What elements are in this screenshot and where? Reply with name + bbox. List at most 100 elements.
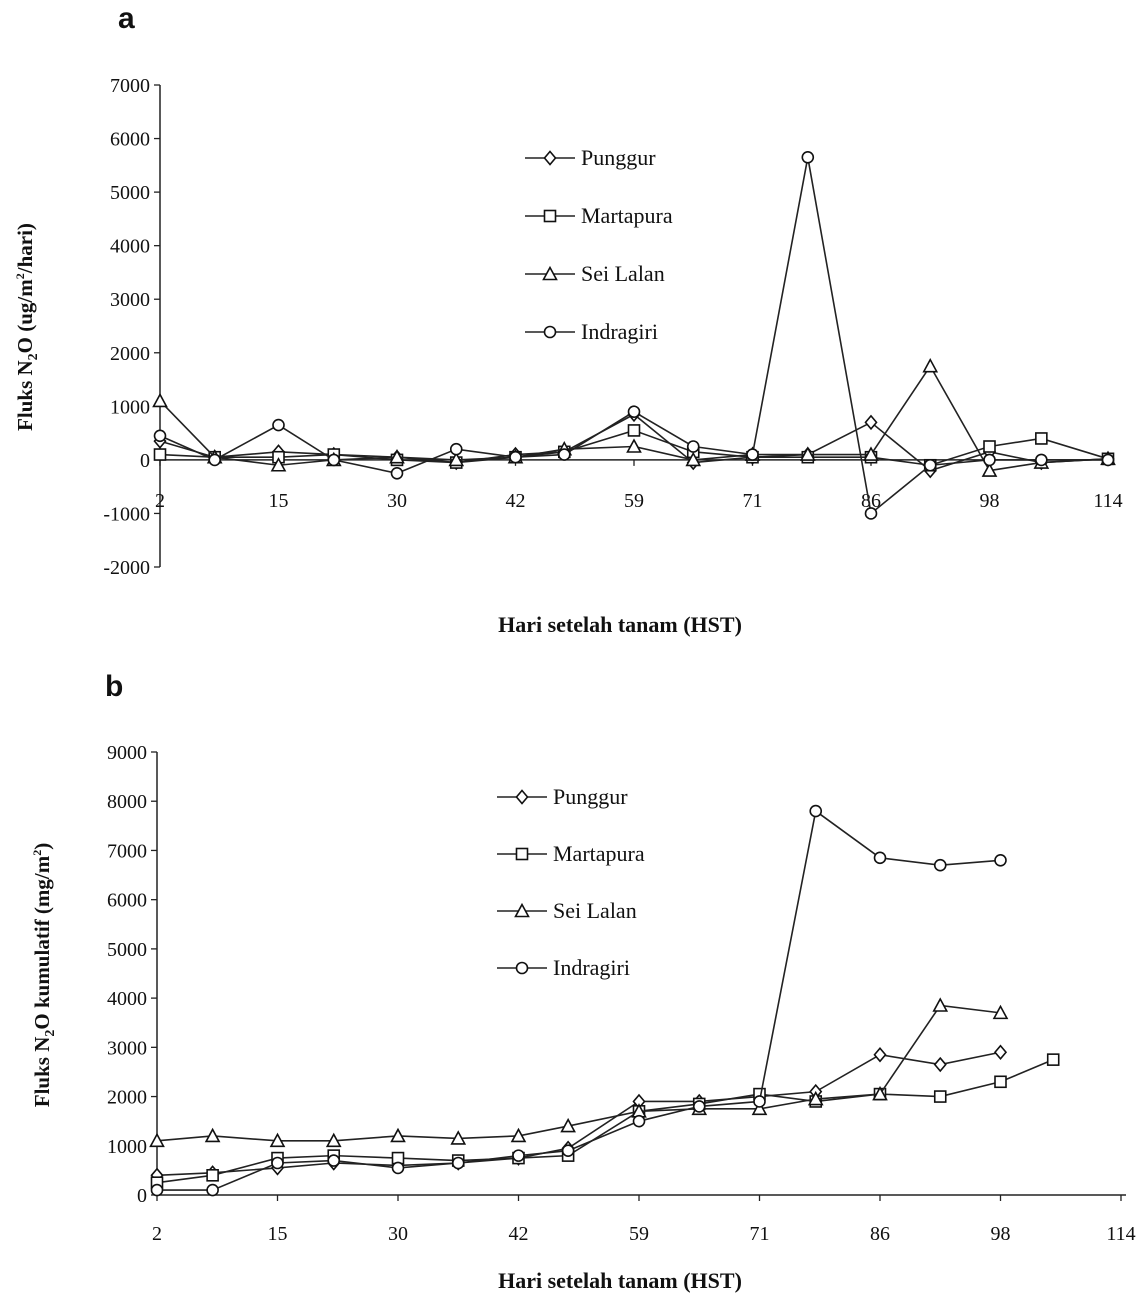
data-point (686, 440, 700, 453)
data-point (271, 1156, 284, 1170)
data-point (922, 357, 939, 373)
x-tick-label: 30 (387, 490, 407, 512)
data-point (389, 449, 405, 464)
y-tick-label: 0 (137, 1185, 147, 1207)
legend-label: Indragiri (581, 319, 658, 344)
data-point (152, 392, 168, 408)
data-point (272, 418, 285, 432)
y-tick-label: 3000 (110, 289, 150, 311)
series-line (156, 1004, 1001, 1142)
series-line (156, 1058, 1054, 1184)
data-point (753, 1095, 766, 1108)
legend-marker (542, 265, 558, 281)
data-point (1035, 453, 1048, 467)
axes: -2000 -1000 0 1000 2000 3000 4000 5000 6000 7000 2… (103, 75, 1122, 579)
data-point (994, 1075, 1007, 1089)
data-point (448, 451, 465, 467)
y-tick-label: 7000 (107, 840, 147, 862)
legend-marker (514, 902, 530, 918)
data-point (809, 804, 823, 818)
x-tick-label: 15 (268, 1223, 288, 1245)
y-tick-label: 9000 (107, 742, 147, 764)
x-tick-label: 86 (870, 1223, 890, 1245)
data-point (325, 1132, 342, 1148)
data-point (1035, 432, 1048, 445)
legend-entry: Punggur (497, 784, 628, 809)
data-point (627, 405, 641, 418)
y-tick-label: -2000 (103, 557, 150, 579)
data-point (692, 1100, 706, 1113)
data-point (746, 448, 759, 461)
legend-label: Sei Lalan (553, 898, 637, 923)
legend-label: Indragiri (553, 955, 630, 980)
y-tick-label: 4000 (107, 988, 147, 1010)
data-point (206, 1183, 219, 1197)
data-point (981, 462, 998, 477)
axes: 0 1000 2000 3000 4000 5000 6000 7000 8000 9000 2 15… (107, 742, 1136, 1245)
data-point (204, 1127, 221, 1143)
data-point (269, 1132, 286, 1148)
y-tick-label: 7000 (110, 75, 150, 97)
legend-entry: Indragiri (497, 955, 630, 980)
data-point (992, 1004, 1009, 1020)
y-tick-label: 8000 (107, 791, 147, 813)
data-point (327, 453, 341, 467)
x-tick-label: 71 (743, 490, 763, 512)
data-point (873, 851, 887, 865)
data-point (327, 1154, 341, 1167)
legend-label: Punggur (553, 784, 628, 809)
y-tick-label: 6000 (110, 129, 150, 151)
legend-marker (543, 325, 557, 339)
y-tick-label: 2000 (110, 343, 150, 365)
data-point (1101, 453, 1115, 467)
legend-entry: Sei Lalan (525, 261, 665, 286)
y-tick-label: 1000 (110, 396, 150, 418)
x-tick-label: 42 (506, 490, 526, 512)
data-point (801, 151, 815, 164)
data-point (799, 446, 816, 461)
y-axis-label-a: Fluks N2O (ug/m2/hari) (13, 223, 42, 431)
panel-label-b: b (105, 670, 124, 703)
data-point (150, 1183, 164, 1197)
data-point (807, 1090, 824, 1106)
x-tick-label: 71 (750, 1223, 770, 1245)
series-indragiri (153, 151, 1115, 520)
y-tick-label: 5000 (110, 182, 150, 204)
data-point (983, 440, 996, 453)
x-tick-label: 15 (269, 490, 289, 512)
data-point (932, 997, 949, 1012)
y-tick-label: 5000 (107, 939, 147, 961)
data-point (561, 1144, 575, 1158)
data-point (993, 1044, 1008, 1060)
data-point (751, 1100, 768, 1116)
data-point (873, 1046, 887, 1063)
legend-label: Martapura (581, 203, 673, 228)
legend-marker (543, 150, 557, 166)
legend-label: Sei Lalan (581, 261, 665, 286)
legend-marker (515, 961, 529, 975)
data-point (923, 458, 937, 472)
x-tick-label: 30 (388, 1223, 408, 1245)
data-point (557, 448, 571, 461)
data-point (933, 1090, 947, 1103)
legend-entry: Punggur (525, 145, 656, 170)
data-point (270, 457, 287, 472)
x-axis-label-a: Hari setelah tanam (HST) (498, 612, 742, 637)
data-point (864, 414, 878, 431)
legend-label: Punggur (581, 145, 656, 170)
series-martapura (150, 1053, 1060, 1189)
data-point (994, 853, 1007, 867)
chart-b: 0 1000 2000 3000 4000 5000 6000 7000 8000 9000 2 15… (107, 742, 1136, 1245)
data-point (451, 1156, 465, 1170)
y-tick-label: 0 (140, 450, 150, 472)
data-point (933, 858, 947, 872)
data-point (627, 424, 641, 437)
x-tick-label: 2 (155, 490, 165, 512)
data-point (510, 1127, 527, 1143)
data-point (449, 442, 463, 456)
x-tick-label: 98 (991, 1223, 1011, 1245)
data-point (1046, 1053, 1060, 1066)
y-tick-label: 4000 (110, 236, 150, 258)
x-tick-label: 98 (980, 490, 1000, 512)
y-tick-label: 2000 (107, 1087, 147, 1109)
